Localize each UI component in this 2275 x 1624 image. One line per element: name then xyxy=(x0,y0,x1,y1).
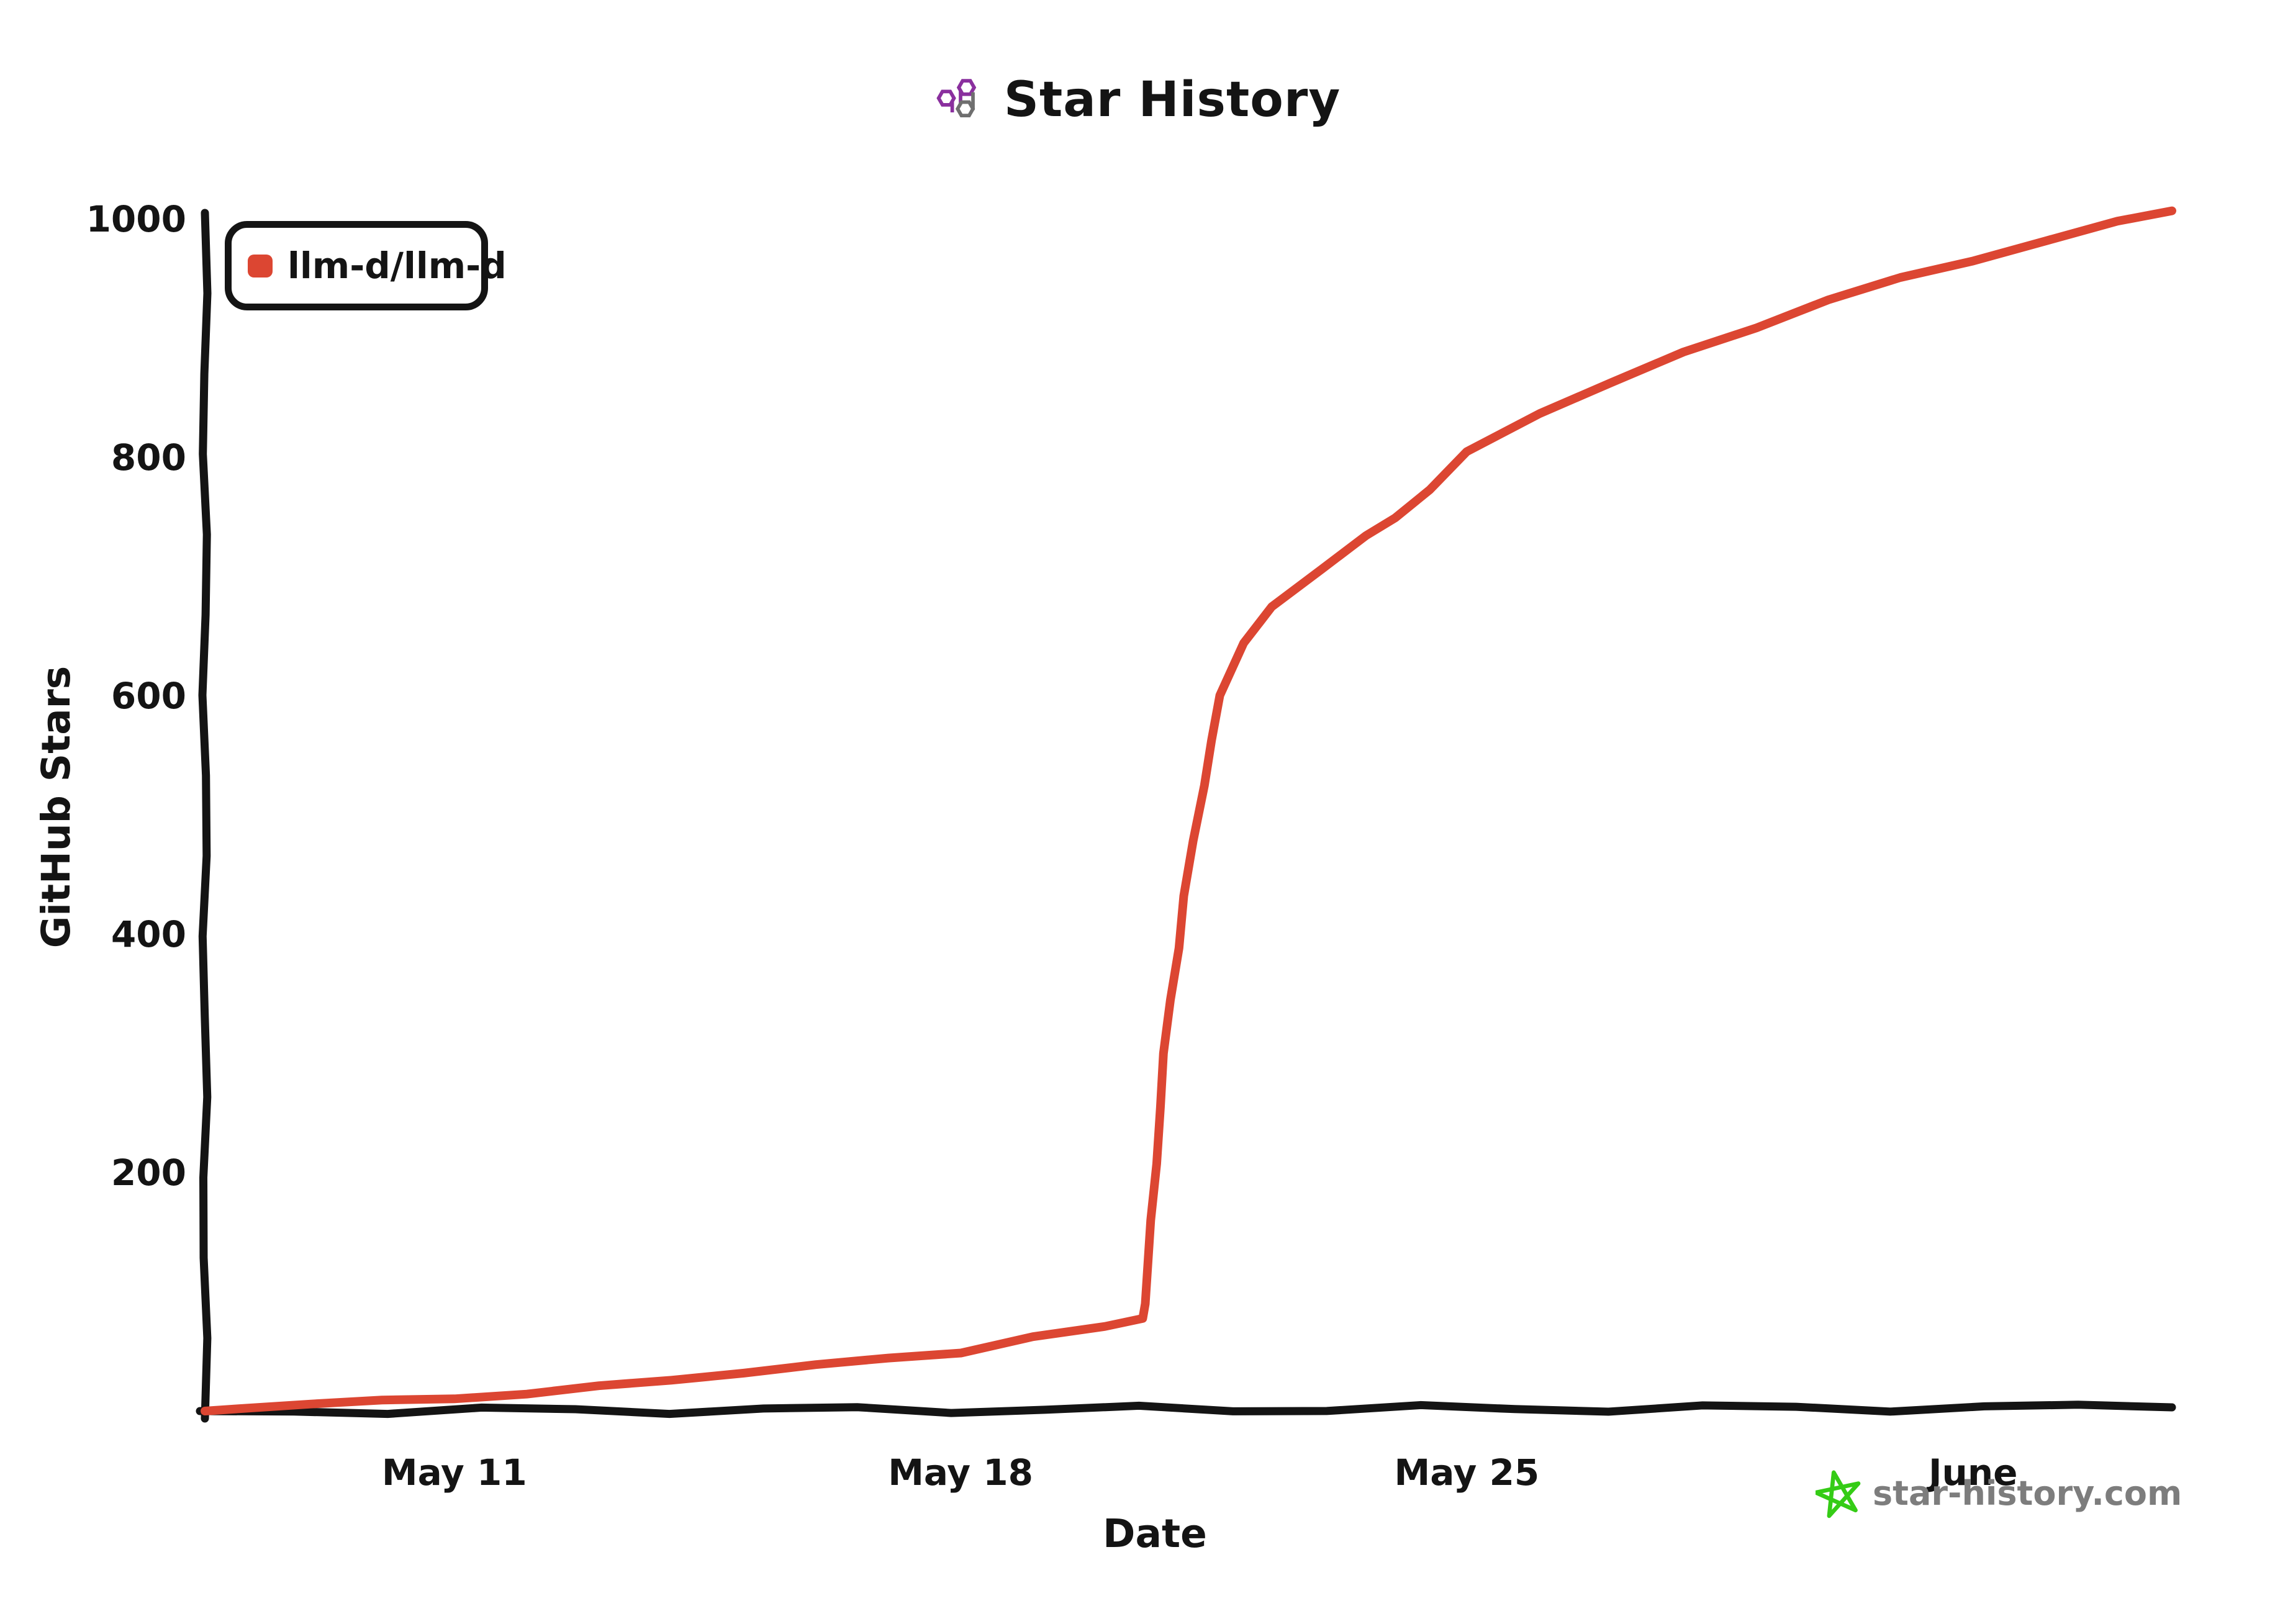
star-icon xyxy=(1816,1470,1861,1518)
x-tick-label: June xyxy=(1926,1451,2018,1494)
y-tick-label: 600 xyxy=(111,675,186,717)
x-tick-label: May 25 xyxy=(1395,1451,1540,1494)
star-history-logo-icon xyxy=(936,79,977,117)
y-tick-label: 1000 xyxy=(86,198,186,240)
x-tick-label: May 11 xyxy=(382,1451,527,1494)
x-tick-label: May 18 xyxy=(888,1451,1033,1494)
page-title: Star History xyxy=(1003,72,1341,128)
axes xyxy=(196,209,2176,1423)
watermark-text: star-history.com xyxy=(1873,1473,2182,1513)
y-axis-line xyxy=(198,209,212,1423)
legend-marker-icon xyxy=(248,254,273,277)
y-tick-labels: 200 400 600 800 1000 xyxy=(86,198,186,1194)
y-axis-title: GitHub Stars xyxy=(34,666,79,949)
y-tick-label: 800 xyxy=(111,436,186,479)
page-header: Star History xyxy=(0,73,2275,127)
series-line-llm-d/llm-d xyxy=(201,206,2176,1415)
legend-series-label: llm-d/llm-d xyxy=(287,245,507,287)
y-tick-label: 200 xyxy=(111,1152,186,1194)
x-axis-line xyxy=(196,1401,2176,1419)
watermark: star-history.com xyxy=(1816,1466,2182,1520)
legend: llm-d/llm-d xyxy=(225,221,507,310)
series-lines xyxy=(201,206,2176,1415)
x-axis-title: Date xyxy=(1103,1511,1207,1556)
x-tick-labels: May 11 May 18 May 25 June xyxy=(382,1451,2018,1494)
y-tick-label: 400 xyxy=(111,913,186,955)
